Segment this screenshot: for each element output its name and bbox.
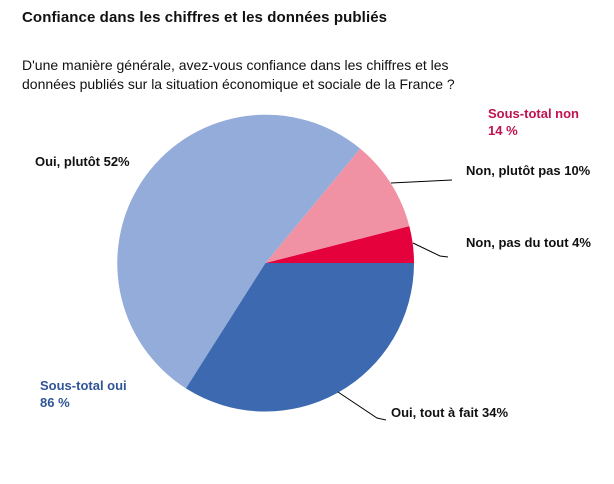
label-sous-total-non-value: 14 % bbox=[488, 123, 518, 138]
pie-slice-oui-plutot bbox=[117, 114, 361, 389]
label-sous-total-non-text: Sous-total non bbox=[488, 106, 579, 121]
pie-slice-non-pas-du-tout bbox=[265, 226, 414, 263]
label-sous-total-non: Sous-total non 14 % bbox=[488, 105, 579, 139]
leader-line-non-plutot-pas bbox=[390, 179, 453, 184]
label-sous-total-oui: Sous-total oui 86 % bbox=[40, 377, 127, 411]
label-sous-total-oui-text: Sous-total oui bbox=[40, 378, 127, 393]
label-sous-total-oui-value: 86 % bbox=[40, 395, 70, 410]
label-oui-plutot: Oui, plutôt 52% bbox=[35, 154, 130, 169]
pie-slice-non-plutot-pas bbox=[265, 148, 410, 263]
label-non-plutot-pas: Non, plutôt pas 10% bbox=[466, 163, 591, 178]
chart-title: Confiance dans les chiffres et les donné… bbox=[22, 9, 388, 26]
pie-slice-oui-tout-a-fait bbox=[185, 263, 414, 412]
label-oui-tout-a-fait: Oui, tout à fait 34% bbox=[391, 405, 509, 420]
leader-line-oui-tout-a-fait bbox=[337, 391, 387, 421]
survey-question: D'une manière générale, avez-vous confia… bbox=[22, 57, 455, 92]
pie-slices bbox=[117, 114, 414, 412]
leader-line-non-pas-du-tout bbox=[412, 242, 449, 258]
label-non-pas-du-tout: Non, pas du tout 4% bbox=[466, 235, 591, 250]
